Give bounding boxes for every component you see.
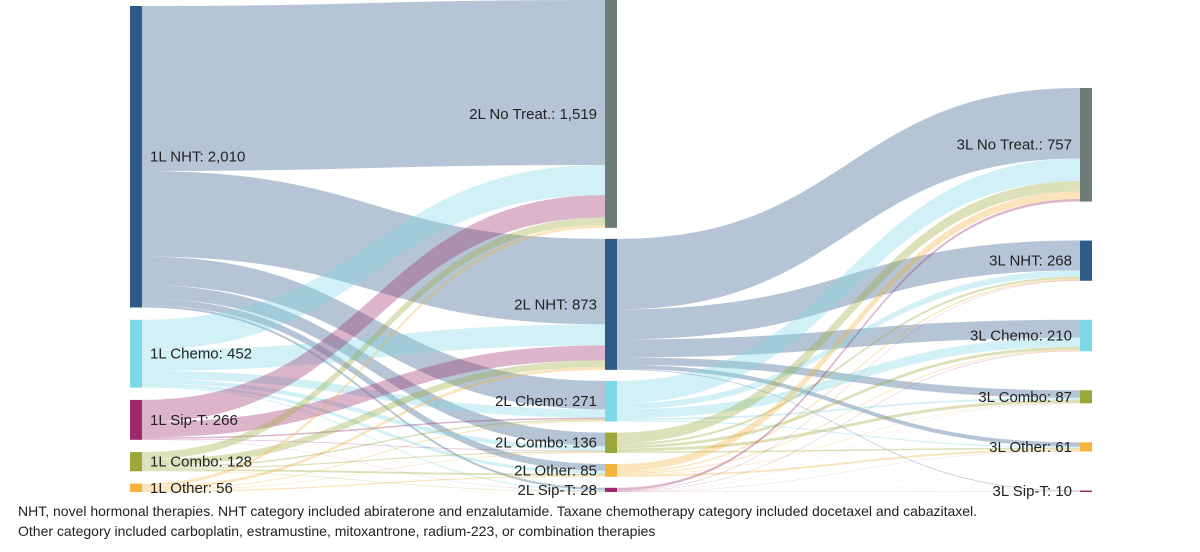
flow (142, 419, 605, 468)
node (1080, 390, 1092, 404)
flow (142, 370, 605, 418)
node (1080, 490, 1092, 492)
flow (142, 360, 605, 467)
flow (617, 191, 1080, 472)
node (605, 0, 617, 228)
node-label: 3L Chemo: 210 (970, 327, 1072, 344)
flow (142, 383, 605, 474)
flow (617, 350, 1080, 492)
flow (142, 386, 605, 492)
flow (617, 240, 1080, 340)
flow (142, 367, 605, 490)
flow (142, 420, 605, 491)
flow (142, 305, 605, 491)
flow (142, 345, 605, 438)
flow (142, 417, 605, 439)
flow (617, 337, 1080, 419)
flow (617, 451, 1080, 492)
flow (617, 276, 1080, 446)
flow (617, 447, 1080, 453)
node-label: 1L Combo: 128 (150, 454, 252, 471)
flow (617, 402, 1080, 475)
flow (617, 452, 1080, 492)
sankey-chart: 1L NHT: 2,010 1L Chemo: 452 1L Sip-T: 266 1… (130, 0, 1092, 500)
node (605, 238, 617, 370)
footnote: Other category included carboplatin, est… (18, 523, 656, 539)
node (605, 432, 617, 453)
node (130, 319, 142, 388)
flow (617, 357, 1080, 398)
node-label: 3L NHT: 268 (989, 253, 1072, 270)
flow (617, 449, 1080, 477)
node (130, 452, 142, 472)
flow (617, 476, 1080, 492)
node (1080, 88, 1092, 202)
node (130, 483, 142, 492)
node-label: 1L Sip-T: 266 (150, 412, 238, 429)
flow (617, 319, 1080, 358)
flow (142, 438, 605, 452)
flow (617, 420, 1080, 448)
node-label: 1L Chemo: 452 (150, 346, 252, 363)
footnote: NHT, novel hormonal therapies. NHT categ… (18, 503, 978, 519)
node (1080, 442, 1092, 452)
node-label: 2L No Treat.: 1,519 (469, 106, 597, 123)
node-label: 3L No Treat.: 757 (957, 137, 1072, 154)
nodes: 1L NHT: 2,010 1L Chemo: 452 1L Sip-T: 266 1… (130, 0, 1092, 500)
node-label: 3L Sip-T: 10 (993, 483, 1073, 500)
node-label: 2L Chemo: 271 (495, 393, 597, 410)
flow (142, 171, 605, 325)
node (1080, 240, 1092, 281)
flow (142, 0, 605, 171)
flow (617, 397, 1080, 421)
node-label: 3L Other: 61 (989, 439, 1072, 456)
flow (617, 280, 1080, 491)
flow (142, 298, 605, 471)
flow (617, 399, 1080, 452)
flow (142, 324, 605, 371)
flow (142, 469, 605, 476)
node (605, 464, 617, 477)
flow (617, 421, 1080, 492)
flow (617, 158, 1080, 404)
flow (617, 349, 1080, 475)
node (605, 380, 617, 422)
flow (142, 379, 605, 451)
flow (617, 346, 1080, 449)
flow (142, 470, 605, 492)
node-label: 2L Other: 85 (514, 462, 597, 479)
links (142, 0, 1080, 492)
flow (142, 452, 605, 491)
node-label: 3L Combo: 87 (978, 389, 1072, 406)
flow (617, 403, 1080, 492)
flow (617, 369, 1080, 492)
flow (142, 475, 605, 492)
node-label: 2L NHT: 873 (514, 296, 597, 313)
flow (142, 217, 605, 460)
flow (142, 165, 605, 350)
flow (617, 270, 1080, 410)
node (1080, 319, 1092, 352)
flow (142, 285, 605, 447)
node-label: 2L Combo: 136 (495, 435, 597, 452)
flow (142, 195, 605, 423)
node-label: 2L Sip-T: 28 (518, 482, 598, 499)
flow (142, 256, 605, 410)
node (605, 487, 617, 492)
flow (142, 225, 605, 487)
node-label: 1L NHT: 2,010 (150, 149, 245, 166)
node (130, 399, 142, 440)
flow (617, 278, 1080, 474)
flow (617, 199, 1080, 491)
flow (617, 364, 1080, 447)
flow (617, 181, 1080, 444)
flow (617, 88, 1080, 310)
flow (142, 451, 605, 470)
node (130, 6, 142, 308)
node-label: 1L Other: 56 (150, 480, 233, 497)
flow (142, 439, 605, 492)
